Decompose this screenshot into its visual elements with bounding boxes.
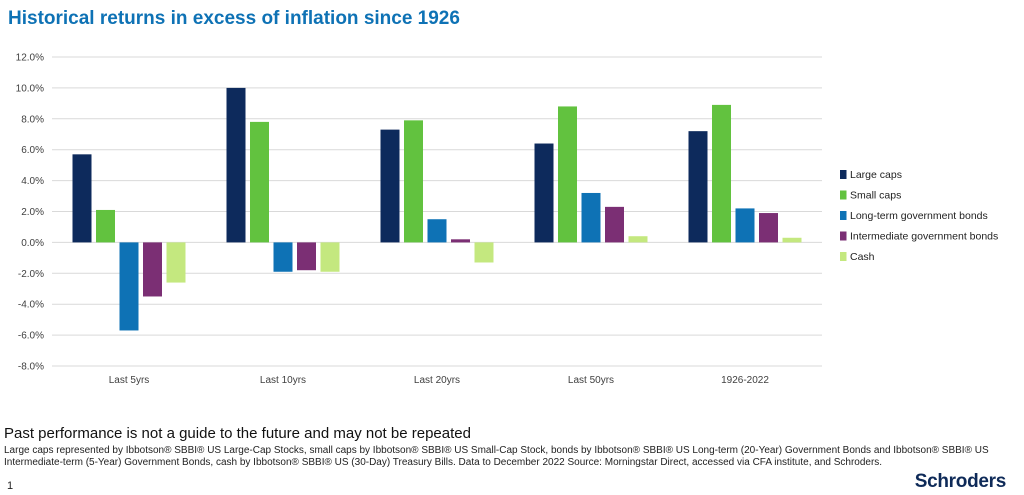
bar — [451, 239, 470, 243]
bar — [628, 236, 648, 243]
legend-swatch — [840, 231, 847, 241]
bar — [226, 87, 246, 243]
bar — [605, 206, 624, 243]
bar — [474, 242, 494, 263]
legend-label: Cash — [850, 251, 875, 263]
chart-title: Historical returns in excess of inflatio… — [8, 8, 460, 29]
legend-swatch — [840, 211, 847, 220]
bar — [380, 129, 400, 243]
bar — [404, 120, 423, 243]
bar — [143, 242, 162, 297]
bar — [320, 242, 340, 272]
bar — [250, 121, 269, 243]
legend-label: Long-term government bonds — [850, 210, 988, 222]
bar — [735, 208, 755, 243]
y-tick-label: -8.0% — [18, 362, 44, 373]
source-footnote: Large caps represented by Ibbotson® SBBI… — [4, 445, 989, 468]
legend-label: Intermediate government bonds — [850, 231, 998, 243]
bar-chart: 12.0% 10.0% 8.0% 6.0% 4.0% 2.0% 0.0% -2.0% -4.0%… — [16, 53, 999, 387]
page-number: 1 — [7, 480, 14, 492]
x-tick-label: Last 20yrs — [414, 375, 460, 386]
bar — [534, 143, 554, 243]
bar — [712, 104, 731, 243]
x-tick-label: Last 50yrs — [568, 375, 614, 386]
legend-label: Small caps — [850, 190, 901, 202]
y-tick-label: 6.0% — [21, 145, 44, 156]
y-tick-label: 10.0% — [16, 83, 44, 94]
brand-logo: Schroders — [914, 471, 1007, 492]
y-tick-label: -2.0% — [18, 269, 44, 280]
bar — [72, 154, 92, 243]
y-tick-label: -4.0% — [18, 300, 44, 311]
bar — [96, 209, 115, 243]
bar — [782, 237, 802, 243]
y-tick-label: 2.0% — [21, 207, 44, 218]
legend-label: Large caps — [850, 169, 902, 181]
legend-swatch — [840, 252, 847, 261]
bar — [688, 131, 708, 243]
legend-swatch — [840, 170, 847, 179]
y-tick-label: 0.0% — [21, 238, 44, 249]
y-tick-label: 12.0% — [16, 53, 44, 64]
x-tick-label: Last 5yrs — [109, 375, 150, 386]
y-tick-label: -6.0% — [18, 331, 44, 342]
bar — [558, 106, 577, 243]
bar — [297, 242, 316, 271]
y-tick-label: 4.0% — [21, 176, 44, 187]
bar — [759, 213, 778, 243]
x-tick-label: Last 10yrs — [260, 375, 306, 386]
x-tick-label: 1926-2022 — [721, 375, 769, 386]
bar — [273, 242, 293, 272]
bar — [427, 219, 447, 243]
bar — [581, 192, 601, 243]
bar — [166, 242, 186, 283]
y-tick-label: 8.0% — [21, 114, 44, 125]
legend-swatch — [840, 190, 847, 200]
bar — [119, 242, 139, 331]
performance-disclaimer: Past performance is not a guide to the f… — [4, 425, 471, 442]
